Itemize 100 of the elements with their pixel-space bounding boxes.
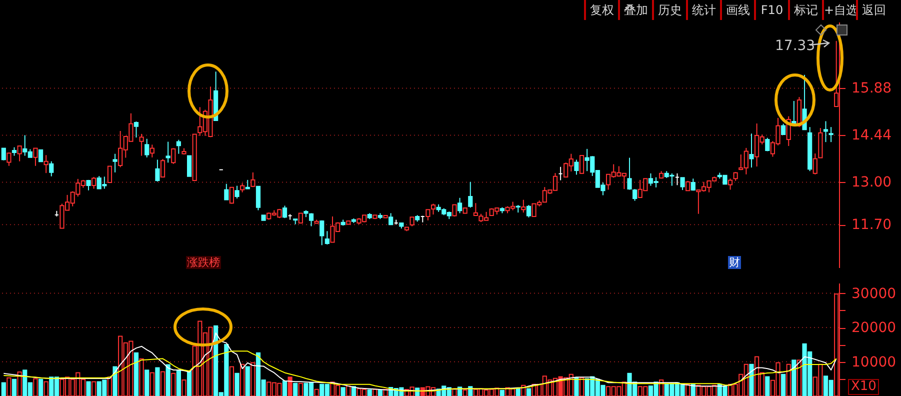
candlestick	[690, 178, 696, 192]
bar	[526, 388, 532, 396]
line-series	[3, 350, 837, 392]
candlestick	[6, 152, 12, 166]
candlestick	[144, 138, 150, 158]
candlestick	[1, 148, 6, 161]
bar	[293, 382, 298, 396]
text: 叠加	[618, 0, 652, 20]
annotation: 财	[728, 256, 741, 269]
candlestick	[224, 183, 229, 200]
candlestick	[229, 186, 234, 204]
candlestick	[250, 172, 256, 188]
line-series	[3, 332, 837, 392]
bar	[378, 390, 383, 396]
y-tick-label: 14.44	[852, 128, 892, 144]
y-tick-label: 30000	[852, 286, 896, 302]
candlestick	[49, 160, 54, 177]
candlestick	[234, 185, 240, 200]
bar	[155, 367, 160, 396]
text: 统计	[686, 0, 720, 20]
bar	[749, 364, 754, 396]
candlestick	[155, 159, 160, 182]
bar	[245, 366, 250, 396]
candlestick	[150, 144, 154, 158]
candlestick	[160, 158, 166, 178]
bar	[282, 380, 288, 396]
y-tick-label: 20000	[852, 320, 896, 336]
bar	[234, 372, 240, 396]
text: 画线	[720, 0, 754, 20]
candlestick	[627, 157, 632, 190]
candlestick	[134, 121, 139, 138]
candlestick	[686, 180, 690, 192]
candlestick	[44, 154, 48, 174]
bar	[112, 366, 118, 396]
y-tick-label: 11.70	[852, 217, 892, 234]
bar	[367, 390, 372, 396]
candlestick	[176, 139, 181, 154]
bar	[144, 370, 150, 396]
text: 标记	[788, 0, 822, 20]
y-tick-label: 15.88	[852, 80, 892, 97]
candlestick	[632, 188, 638, 202]
text: X10	[848, 379, 880, 395]
candlestick	[171, 148, 176, 164]
bar	[765, 376, 770, 396]
bar	[134, 352, 139, 396]
candlestick	[781, 123, 786, 136]
bar	[12, 378, 17, 396]
bar	[781, 374, 786, 396]
candlestick	[410, 216, 414, 227]
y-tick-label: 10000	[852, 354, 896, 370]
candlestick	[574, 159, 579, 176]
y-tick-label: 13.00	[852, 174, 892, 191]
candlestick	[521, 199, 526, 214]
text: 复权	[584, 0, 618, 20]
candlestick	[308, 212, 314, 227]
candlestick	[579, 154, 584, 174]
bar	[792, 360, 796, 396]
candlestick	[240, 182, 245, 193]
candlestick	[812, 152, 818, 175]
candlestick	[468, 181, 473, 208]
candlestick	[823, 120, 828, 143]
text: 返回	[862, 3, 886, 17]
bar	[1, 382, 6, 396]
candlestick	[186, 155, 192, 177]
candlestick	[107, 166, 112, 184]
candlestick	[320, 220, 324, 246]
bar	[574, 377, 579, 396]
candlestick	[457, 197, 462, 214]
candlestick	[112, 153, 118, 173]
candlestick	[38, 149, 44, 162]
candlestick	[728, 178, 733, 190]
candlestick	[828, 126, 834, 143]
candlestick	[324, 230, 330, 246]
bar	[690, 384, 696, 396]
candlestick	[256, 186, 261, 211]
bar	[288, 376, 292, 396]
candlestick	[33, 148, 38, 166]
candlestick	[17, 145, 22, 162]
candlestick	[452, 204, 457, 217]
candlestick	[680, 177, 685, 191]
bar	[516, 388, 520, 396]
bar	[86, 381, 91, 396]
candlestick	[92, 176, 96, 190]
candlestick	[526, 204, 532, 218]
candlestick	[298, 212, 303, 224]
annotation: 涨跌榜	[186, 256, 221, 269]
text: F10	[754, 0, 788, 20]
candlestick	[166, 141, 170, 164]
candlestick	[139, 133, 144, 156]
bar	[176, 370, 181, 396]
bar	[166, 364, 170, 396]
text: 历史	[652, 0, 686, 20]
candlestick	[388, 212, 394, 226]
bar	[340, 387, 346, 396]
candlestick	[749, 133, 754, 168]
bar	[38, 378, 44, 396]
candlestick	[765, 137, 770, 152]
candlestick	[282, 205, 288, 219]
annotation: 17.33	[774, 38, 816, 54]
bar	[186, 370, 192, 396]
